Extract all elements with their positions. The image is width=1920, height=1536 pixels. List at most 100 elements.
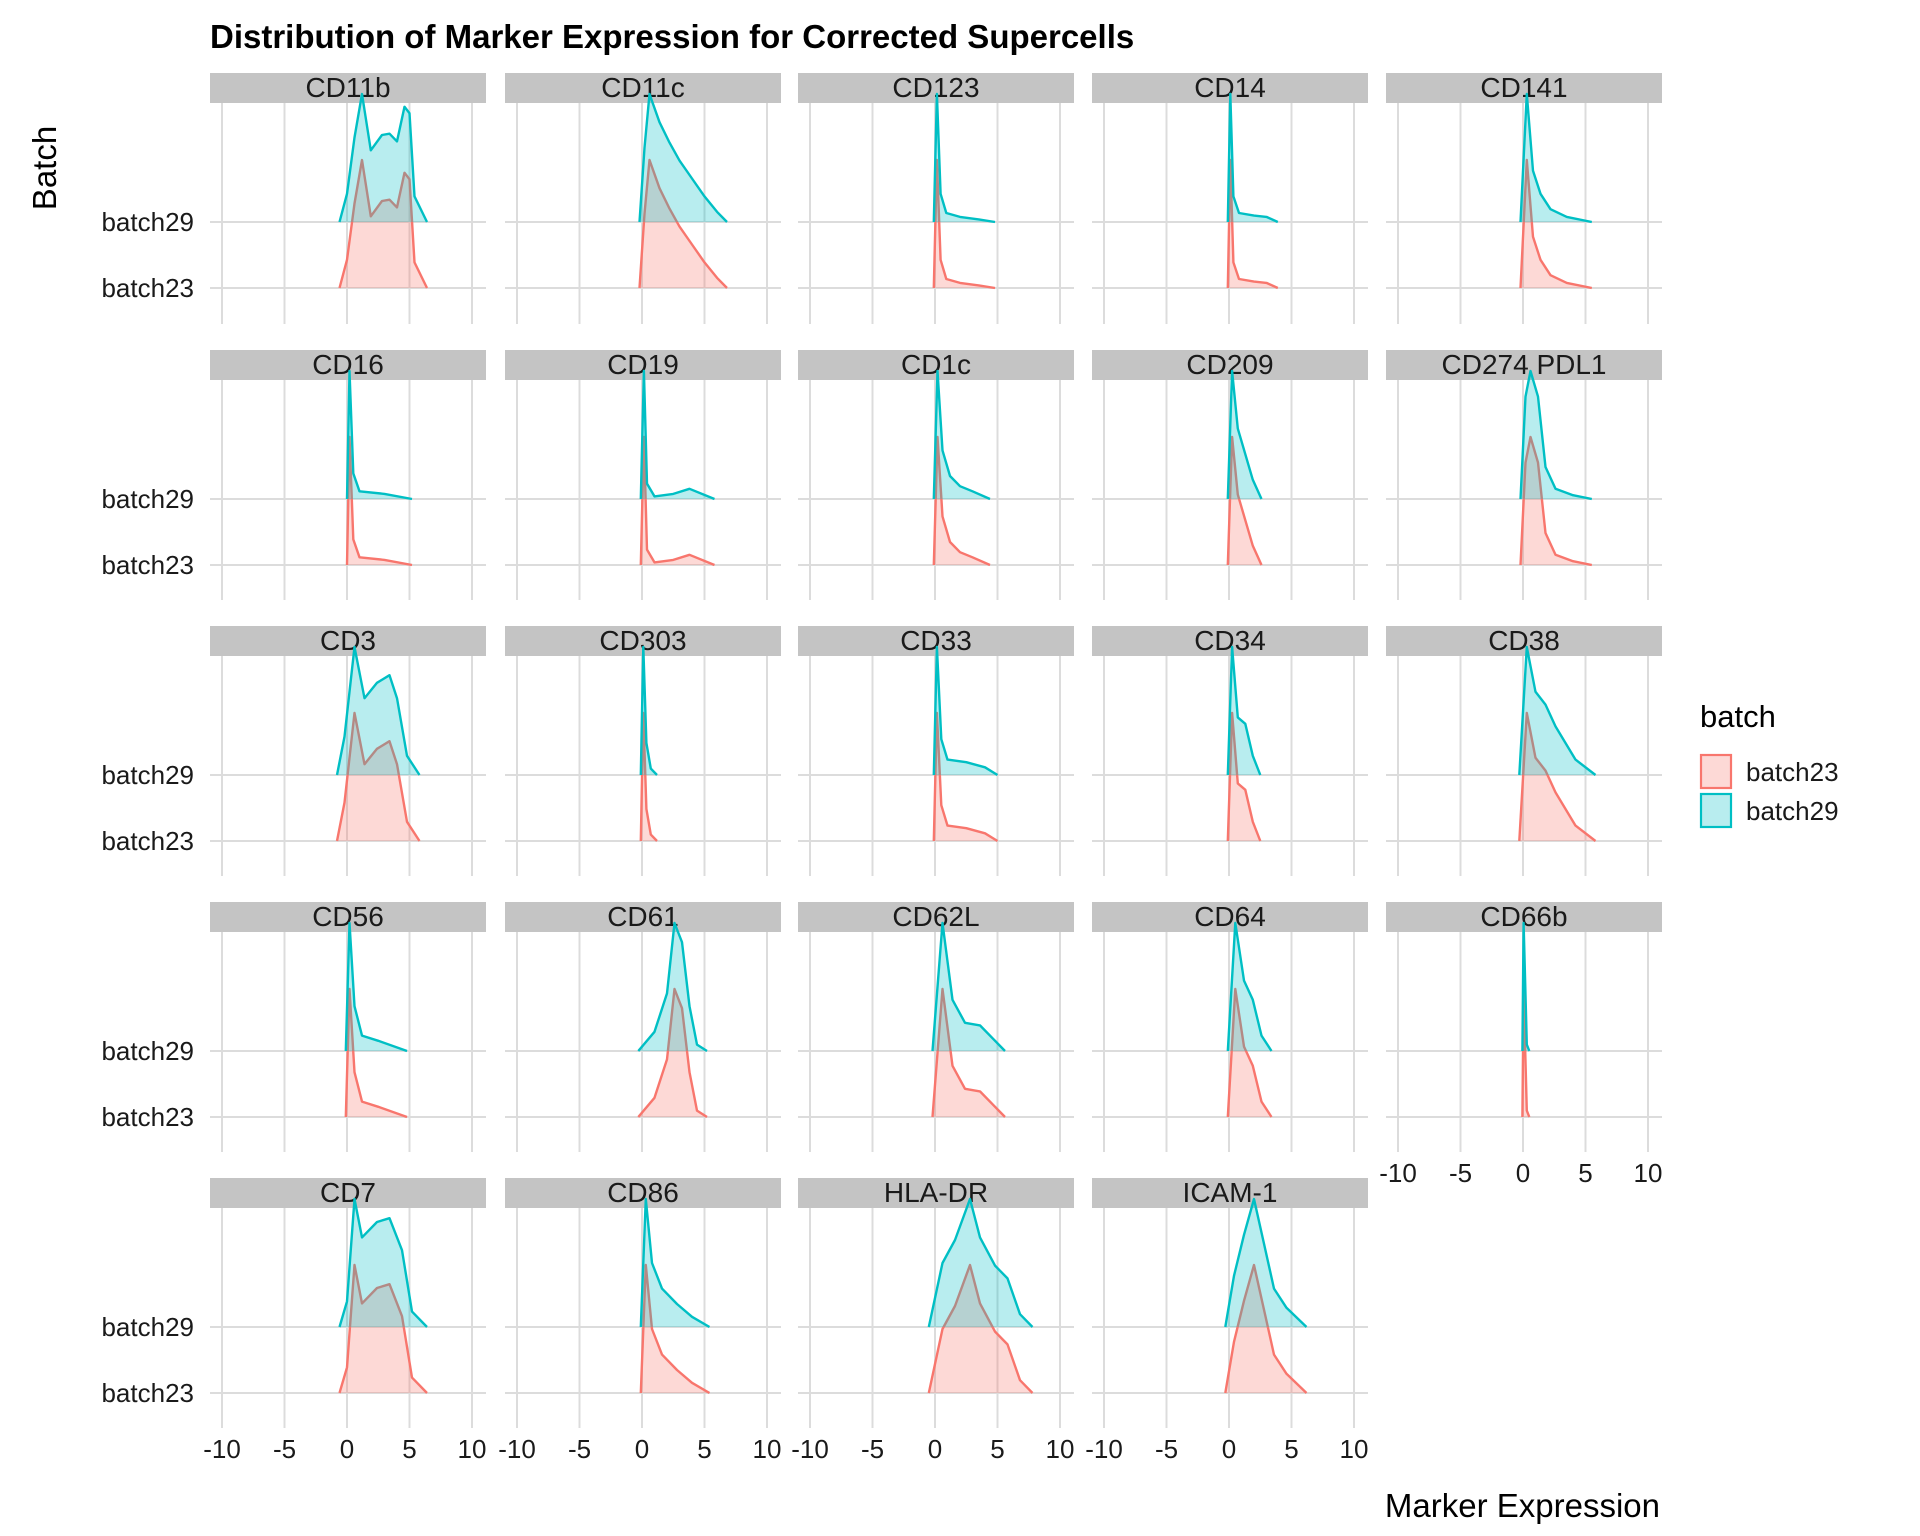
facet-panel: CD38 — [1386, 625, 1662, 876]
density-area-batch29 — [1227, 94, 1278, 222]
density-line-batch29 — [335, 645, 421, 776]
facet-strip-label: CD56 — [312, 901, 384, 932]
density-area-batch29 — [933, 94, 995, 222]
density-area-batch29 — [640, 371, 715, 499]
density-area-batch23 — [1227, 713, 1261, 841]
density-line-batch23 — [639, 1263, 711, 1395]
y-tick-label: batch23 — [101, 273, 194, 303]
x-tick-label: -5 — [861, 1434, 884, 1464]
density-line-batch23 — [932, 435, 991, 567]
facet-strip — [798, 1178, 1074, 1208]
facet-strip-label: CD11c — [601, 72, 685, 103]
density-line-batch29 — [1521, 921, 1531, 1052]
density-line-batch29 — [338, 92, 429, 223]
legend: batch batch23 batch29 — [1699, 699, 1839, 829]
facet-strip — [210, 350, 486, 380]
density-area-batch29 — [345, 923, 407, 1051]
x-tick-label: 0 — [1222, 1434, 1236, 1464]
y-tick-label: batch23 — [101, 826, 194, 856]
density-area-batch23 — [1227, 160, 1278, 288]
x-tick-label: 0 — [928, 1434, 942, 1464]
density-line-batch23 — [1518, 711, 1597, 842]
x-tick-label: 10 — [1340, 1434, 1369, 1464]
density-line-batch23 — [927, 1263, 1034, 1394]
facet-strip — [798, 350, 1074, 380]
density-area-batch29 — [339, 1199, 427, 1327]
density-area-batch23 — [933, 160, 995, 288]
facet-panel: CD61 — [505, 901, 781, 1152]
facet-strip — [1092, 902, 1368, 932]
density-area-batch23 — [639, 160, 727, 288]
facet-panel: CD64 — [1092, 901, 1368, 1152]
density-line-batch23 — [1521, 987, 1531, 1118]
density-area-batch29 — [640, 647, 657, 775]
density-line-batch29 — [1519, 92, 1593, 224]
facet-strip — [505, 902, 781, 932]
facet-strip-label: CD64 — [1194, 901, 1266, 932]
density-line-batch29 — [338, 1197, 428, 1328]
density-line-batch29 — [639, 645, 658, 776]
facet-strip — [210, 902, 486, 932]
density-line-batch29 — [1226, 921, 1273, 1052]
density-area-batch23 — [1227, 437, 1262, 565]
facet-strip — [1386, 626, 1662, 656]
facet-panel: CD123 — [798, 72, 1074, 324]
facet-strip — [1092, 1178, 1368, 1208]
density-line-batch23 — [344, 987, 408, 1119]
density-line-batch23 — [637, 987, 708, 1119]
density-area-batch29 — [337, 647, 420, 775]
x-tick-label: 0 — [340, 1434, 354, 1464]
facet-panel: CD11b batch23 batch29 — [101, 72, 486, 324]
density-line-batch23 — [1519, 158, 1593, 290]
density-area-batch23 — [337, 713, 420, 841]
density-area-batch23 — [1519, 713, 1596, 841]
density-area-batch23 — [640, 1265, 710, 1393]
x-tick-label: 10 — [753, 1434, 782, 1464]
density-area-batch29 — [639, 94, 727, 222]
facet-panel: CD209 — [1092, 349, 1368, 600]
facet-panel: CD86 -10 -5 0 5 10 — [498, 1177, 781, 1464]
x-tick-label: -5 — [273, 1434, 296, 1464]
density-area-batch29 — [932, 923, 1005, 1051]
density-line-batch23 — [638, 158, 728, 289]
y-tick-label: batch29 — [101, 1036, 194, 1066]
x-tick-label: 5 — [402, 1434, 416, 1464]
legend-key-batch29 — [1699, 792, 1733, 829]
density-line-batch23 — [639, 435, 715, 567]
density-area-batch23 — [347, 437, 412, 565]
x-tick-label: -5 — [568, 1434, 591, 1464]
density-line-batch29 — [638, 92, 728, 223]
facet-strip — [1092, 626, 1368, 656]
density-line-batch23 — [338, 1263, 428, 1394]
density-line-batch29 — [932, 645, 999, 777]
facet-panel: CD1c — [798, 349, 1074, 600]
facet-panel: CD3 batch23 batch29 — [101, 625, 486, 876]
facet-strip-label: CD1c — [901, 349, 971, 380]
density-line-batch23 — [345, 435, 413, 567]
facet-strip-label: CD62L — [892, 901, 979, 932]
facet-strip — [210, 73, 486, 103]
density-area-batch23 — [339, 160, 427, 288]
density-line-batch29 — [637, 921, 708, 1053]
density-area-batch23 — [1227, 989, 1272, 1117]
density-area-batch23 — [339, 1265, 427, 1393]
density-line-batch29 — [1224, 1197, 1308, 1328]
density-line-batch29 — [931, 921, 1006, 1052]
facet-strip-label: CD7 — [320, 1177, 376, 1208]
density-line-batch23 — [1226, 711, 1262, 842]
facet-strip-label: CD61 — [607, 901, 679, 932]
legend-label: batch23 — [1746, 757, 1839, 787]
x-tick-label: 5 — [990, 1434, 1004, 1464]
density-line-batch23 — [335, 711, 421, 842]
facet-strip-label: CD16 — [312, 349, 384, 380]
facet-strip — [798, 902, 1074, 932]
density-area-batch23 — [345, 989, 407, 1117]
density-area-batch29 — [1227, 647, 1261, 775]
x-tick-label: -10 — [1085, 1434, 1123, 1464]
y-tick-label: batch29 — [101, 1312, 194, 1342]
y-tick-label: batch23 — [101, 1102, 194, 1132]
chart-title: Distribution of Marker Expression for Co… — [210, 18, 1134, 55]
x-tick-label: -10 — [1379, 1158, 1417, 1188]
density-line-batch29 — [639, 1197, 711, 1329]
density-area-batch29 — [1520, 371, 1592, 499]
